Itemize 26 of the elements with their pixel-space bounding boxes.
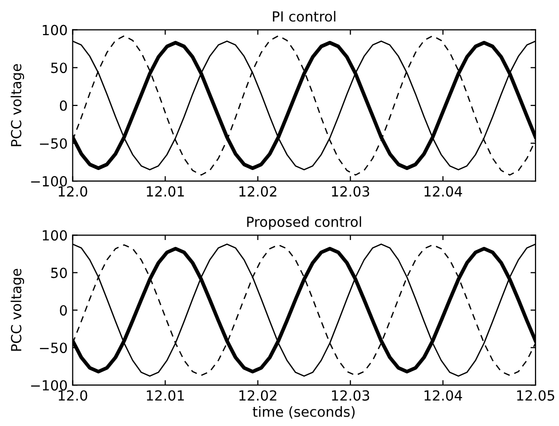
x-axis-title: time (seconds) [252, 406, 355, 419]
y-tick-label: −100 [31, 176, 67, 187]
y-axis-title: PCC voltage [10, 268, 24, 351]
x-tick-label: 12.05 [517, 390, 554, 401]
y-tick-label: 100 [42, 24, 67, 36]
chart-title: PI control [272, 10, 336, 22]
x-tick-label: 12.02 [239, 186, 276, 197]
y-tick-label: −100 [31, 380, 67, 391]
x-tick-label: 12.04 [424, 390, 462, 401]
chart-title: Proposed control [247, 216, 362, 230]
y-tick-label: 0 [60, 305, 67, 316]
y-tick-label: 0 [60, 100, 67, 111]
x-tick-label: 12.02 [239, 390, 276, 401]
y-tick-label: −50 [40, 138, 67, 149]
x-tick-label: 12.01 [146, 186, 184, 197]
x-tick-label: 12.03 [332, 186, 370, 197]
x-tick-label: 12.0 [58, 186, 88, 197]
x-tick-label: 12.0 [58, 390, 88, 401]
y-tick-label: 50 [51, 62, 67, 74]
y-tick-label: −50 [40, 342, 67, 354]
y-tick-label: 50 [51, 268, 67, 278]
y-axis-title: PCC voltage [10, 64, 24, 146]
y-tick-label: 100 [42, 230, 67, 241]
x-tick-label: 12.04 [424, 186, 462, 197]
x-tick-label: 12.03 [332, 390, 370, 401]
x-tick-label: 12.01 [146, 390, 184, 401]
